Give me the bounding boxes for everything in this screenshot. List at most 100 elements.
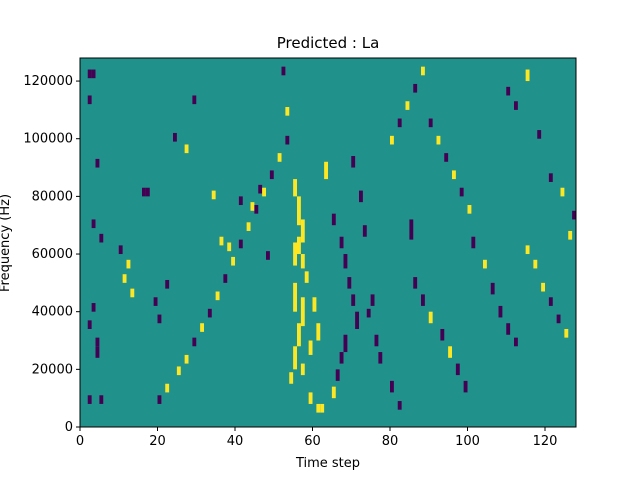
heatmap-cell xyxy=(281,66,286,76)
heatmap-cell xyxy=(390,135,394,145)
heatmap-cell xyxy=(421,66,425,76)
chart-title: Predicted : La xyxy=(277,34,380,52)
heatmap-cell xyxy=(215,291,220,301)
x-axis: 0 20 40 60 80 100 120 xyxy=(76,427,558,449)
heatmap-cell xyxy=(254,205,259,214)
heatmap-cell xyxy=(459,187,464,197)
heatmap-cell xyxy=(297,323,301,347)
heatmap-cell xyxy=(351,294,356,306)
heatmap-cell xyxy=(145,187,150,197)
heatmap-cell xyxy=(366,308,371,318)
heatmap-cell xyxy=(219,236,224,246)
heatmap-cell xyxy=(293,179,298,197)
heatmap-cell xyxy=(297,196,301,226)
heatmap-cell xyxy=(548,173,553,182)
heatmap-cell xyxy=(269,170,274,180)
heatmap-cell xyxy=(362,225,367,237)
x-tick-label: 0 xyxy=(76,434,84,449)
heatmap-cell xyxy=(370,294,375,306)
heatmap-cell xyxy=(331,213,336,226)
heatmap-cell xyxy=(231,256,236,266)
heatmap-cell xyxy=(514,101,518,110)
heatmap-cell xyxy=(541,282,546,292)
heatmap-cell xyxy=(304,271,309,283)
heatmap-cell xyxy=(390,380,394,393)
heatmap-cell xyxy=(320,403,325,413)
y-tick-label: 40000 xyxy=(32,305,73,320)
heatmap-cell xyxy=(87,395,92,404)
y-tick-label: 20000 xyxy=(32,362,73,377)
heatmap-cell xyxy=(483,259,487,269)
heatmap-cell xyxy=(440,328,445,341)
heatmap-cell xyxy=(293,242,298,266)
heatmap-cell xyxy=(409,219,414,240)
heatmap-cell xyxy=(165,383,170,393)
heatmap-cell xyxy=(300,363,305,376)
heatmap-cell xyxy=(312,297,317,312)
heatmap-cell xyxy=(91,219,96,229)
heatmap-cell xyxy=(308,392,313,404)
heatmap-cell xyxy=(405,101,410,110)
y-tick-label: 80000 xyxy=(32,189,73,204)
heatmap-cell xyxy=(184,354,189,364)
heatmap-cell xyxy=(339,236,344,249)
heatmap-cell xyxy=(262,187,267,197)
heatmap-cell xyxy=(359,190,363,203)
heatmap-cell xyxy=(355,311,360,329)
x-tick-label: 60 xyxy=(304,434,321,449)
heatmap-cell xyxy=(285,135,290,145)
heatmap-cell xyxy=(556,314,561,324)
heatmap-cell xyxy=(227,242,232,252)
heatmap-cell xyxy=(452,170,456,180)
heatmap-cell xyxy=(250,202,255,211)
heatmap-cell xyxy=(378,352,383,364)
heatmap-cell xyxy=(413,83,418,93)
heatmap-cell xyxy=(99,233,104,243)
heatmap-cell xyxy=(397,118,402,128)
heatmap-cell xyxy=(176,366,181,376)
heatmap-cell xyxy=(428,311,433,324)
heatmap-cell xyxy=(324,161,329,180)
heatmap-cell xyxy=(95,346,100,358)
heatmap-cell xyxy=(525,69,530,82)
heatmap-cell xyxy=(572,210,577,220)
x-tick-label: 120 xyxy=(533,434,558,449)
y-axis: 0 20000 40000 60000 80000 100000 120000 xyxy=(23,74,80,435)
y-tick-label: 120000 xyxy=(23,74,73,89)
heatmap-cell xyxy=(316,323,321,341)
heatmap-cell xyxy=(413,277,418,289)
x-axis-label: Time step xyxy=(295,456,360,471)
heatmap-cell xyxy=(564,328,569,338)
heatmap-cell xyxy=(293,346,298,370)
heatmap-cell xyxy=(285,107,290,116)
heatmap-cell xyxy=(463,380,468,393)
heatmap-cell xyxy=(153,297,158,306)
heatmap-cell xyxy=(428,118,433,128)
heatmap-cell xyxy=(316,403,321,413)
heatmap-cell xyxy=(455,363,460,376)
heatmap-cell xyxy=(351,156,356,168)
heatmap-cell xyxy=(87,95,92,105)
heatmap-cell xyxy=(506,86,511,96)
heatmap-cell xyxy=(339,352,344,364)
heatmap-cells xyxy=(87,66,577,413)
heatmap-cell xyxy=(533,259,538,269)
heatmap-cell xyxy=(560,187,565,197)
heatmap-cell xyxy=(192,337,197,347)
heatmap-cell xyxy=(506,323,511,335)
heatmap-cell xyxy=(568,230,573,240)
x-tick-label: 80 xyxy=(382,434,399,449)
heatmap-cell xyxy=(87,69,92,79)
heatmap-cell xyxy=(331,386,336,399)
heatmap-cell xyxy=(308,340,313,355)
heatmap-cell xyxy=(122,274,127,283)
heatmap-cell xyxy=(87,320,92,329)
heatmap-cell xyxy=(277,153,282,162)
heatmap-cell xyxy=(126,259,131,269)
heatmap-cell xyxy=(421,294,425,306)
heatmap-cell xyxy=(343,334,348,353)
heatmap-cell xyxy=(91,303,96,312)
heatmap-cell xyxy=(514,337,518,347)
heatmap-cell xyxy=(207,308,212,318)
